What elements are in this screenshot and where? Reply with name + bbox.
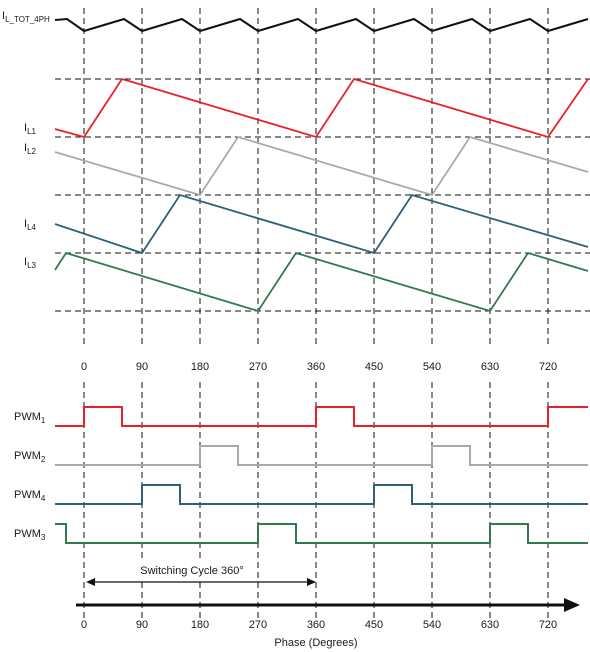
phase-tick-top-540: 540: [423, 361, 441, 373]
label-il4: IL4: [24, 218, 37, 232]
il4-waveform: [54, 193, 589, 255]
il3-waveform: [54, 251, 589, 313]
phase-tick-bottom-540: 540: [423, 619, 441, 631]
phase-tick-bottom-0: 0: [81, 619, 87, 631]
label-pwm1: PWM1: [14, 411, 46, 425]
label-pwm3: PWM3: [14, 528, 46, 542]
phase-tick-bottom-450: 450: [365, 619, 383, 631]
phase-tick-bottom-180: 180: [191, 619, 209, 631]
phase-tick-labels-top: 0 90 180 270 360 450 540 630 720: [81, 361, 557, 373]
phase-tick-top-180: 180: [191, 361, 209, 373]
phase-tick-top-270: 270: [249, 361, 267, 373]
phase-tick-bottom-630: 630: [481, 619, 499, 631]
label-il3: IL3: [24, 256, 37, 270]
il2-waveform: [54, 135, 589, 197]
current-reference-lines: [55, 78, 590, 312]
phase-axis-title: Phase (Degrees): [274, 637, 357, 649]
il1-waveform: [54, 77, 589, 139]
label-il2: IL2: [24, 142, 37, 156]
phase-tick-top-630: 630: [481, 361, 499, 373]
switching-cycle-label: Switching Cycle 360°: [140, 565, 243, 577]
label-pwm4: PWM4: [14, 489, 46, 503]
pwm3-waveform: [55, 523, 588, 544]
label-il-total: IL_TOT_4PH: [2, 10, 50, 24]
phase-tick-bottom-90: 90: [136, 619, 148, 631]
phase-tick-top-360: 360: [307, 361, 325, 373]
phase-gridlines: [83, 8, 549, 618]
phase-axis-arrowhead: [564, 598, 580, 612]
phase-tick-top-720: 720: [539, 361, 557, 373]
pwm1-waveform: [55, 406, 588, 427]
switching-cycle-label-bg: [128, 562, 256, 578]
phase-tick-top-90: 90: [136, 361, 148, 373]
phase-tick-bottom-720: 720: [539, 619, 557, 631]
switching-cycle-arrowhead-left: [86, 578, 95, 586]
label-pwm2: PWM2: [14, 450, 46, 464]
phase-tick-labels-bottom: 0 90 180 270 360 450 540 630 720: [81, 619, 557, 631]
phase-tick-top-450: 450: [365, 361, 383, 373]
phase-tick-top-0: 0: [81, 361, 87, 373]
phase-tick-bottom-270: 270: [249, 619, 267, 631]
label-il1: IL1: [24, 122, 37, 136]
il-total-waveform: [54, 17, 589, 33]
phase-axis: [76, 598, 580, 612]
pwm2-waveform: [55, 445, 588, 466]
phase-tick-bottom-360: 360: [307, 619, 325, 631]
switching-cycle-annotation: Switching Cycle 360°: [86, 562, 316, 586]
pwm4-waveform: [55, 484, 588, 505]
switching-cycle-arrowhead-right: [307, 578, 316, 586]
